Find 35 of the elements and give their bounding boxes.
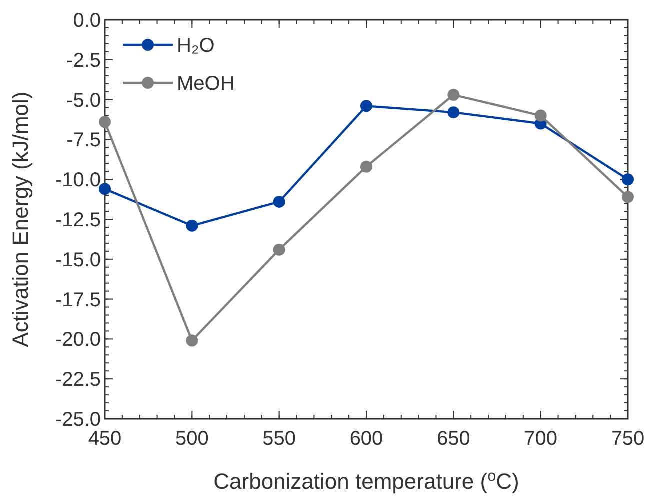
point: [273, 196, 286, 208]
x-tick-label: 700: [524, 428, 558, 450]
point: [186, 220, 198, 232]
legend-label: MeOH: [177, 73, 235, 95]
y-axis-title: Activation Energy (kJ/mol): [8, 92, 33, 348]
x-tick-label: 600: [350, 428, 384, 450]
y-tick-label: -22.5: [55, 369, 101, 392]
y-tick-label: -2.5: [66, 50, 101, 72]
point: [186, 334, 198, 347]
legend-label: H₂O: [177, 35, 215, 57]
point: [360, 160, 372, 173]
point: [448, 106, 460, 119]
x-tick-label: 450: [88, 428, 122, 450]
point: [622, 174, 634, 186]
y-tick-label: -17.5: [55, 289, 101, 312]
x-tick-label: 550: [262, 428, 296, 450]
x-tick-label: 500: [175, 428, 209, 450]
point: [534, 110, 547, 122]
y-tick-label: 0.0: [73, 10, 101, 32]
x-tick-label: 750: [611, 428, 645, 450]
x-tick-label: 650: [436, 428, 470, 450]
point: [99, 183, 111, 196]
y-tick-label: -15.0: [55, 249, 101, 272]
y-tick-label: -7.5: [66, 130, 101, 152]
point: [99, 116, 111, 128]
x-axis-title: Carbonization temperature ($^{o}$C): [214, 468, 520, 494]
y-tick-label: -10.0: [55, 170, 101, 192]
y-tick-label: -12.5: [55, 210, 101, 232]
point: [622, 191, 634, 204]
y-tick-label: -5.0: [66, 90, 101, 112]
y-tick-label: -20.0: [55, 329, 101, 352]
point: [273, 244, 286, 256]
point: [448, 89, 460, 102]
y-tick-label: -25.0: [55, 409, 101, 431]
point: [360, 100, 372, 112]
